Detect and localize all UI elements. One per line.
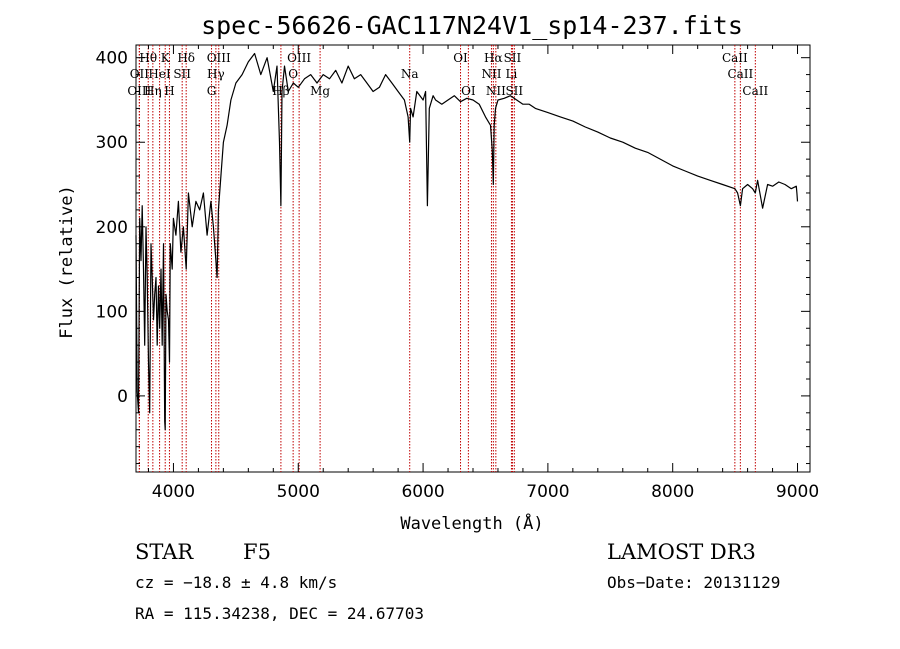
y-tick-label: 0 (117, 387, 128, 407)
coordinates-readout: RA = 115.34238, DEC = 24.67703 (135, 604, 424, 623)
spectrum-line (135, 52, 799, 431)
x-axis-ticks: 4000 5000 6000 7000 8000 9000 (147, 45, 819, 502)
line-label: G (207, 84, 217, 98)
chart-title: spec-56626-GAC117N24V1_sp14-237.fits (201, 11, 743, 40)
line-label: Hγ (207, 67, 225, 81)
x-tick-label: 6000 (401, 482, 444, 502)
obs-date: Obs−Date: 20131129 (607, 573, 780, 592)
y-tick-label: 100 (96, 302, 128, 322)
line-label: H (164, 84, 174, 98)
line-label: Hβ (272, 84, 289, 98)
line-label: O (288, 67, 298, 81)
x-tick-label: 8000 (651, 482, 694, 502)
redshift-readout: cz = −18.8 ± 4.8 km/s (135, 573, 337, 592)
object-class: STAR (135, 540, 194, 564)
line-label: Hα (484, 51, 503, 65)
y-tick-label: 300 (96, 133, 128, 153)
line-label: Hθ (139, 51, 157, 65)
line-label: K (161, 51, 171, 65)
line-label: Mg (310, 84, 330, 98)
survey-name: LAMOST DR3 (607, 540, 756, 564)
line-label: OI (461, 84, 476, 98)
x-tick-label: 9000 (776, 482, 819, 502)
y-tick-label: 200 (96, 218, 128, 238)
line-markers (138, 45, 756, 472)
line-label: Hη (144, 84, 162, 98)
y-axis-ticks: 0 100 200 300 400 (96, 49, 810, 465)
line-label: SII (173, 67, 191, 81)
line-label: Hδ (177, 51, 195, 65)
line-label: HeI (148, 67, 171, 81)
y-tick-label: 400 (96, 49, 128, 69)
line-label: CaII (727, 67, 753, 81)
x-tick-label: 4000 (152, 482, 195, 502)
line-label: NII (486, 84, 506, 98)
line-label: CaII (722, 51, 748, 65)
x-tick-label: 7000 (526, 482, 569, 502)
line-label: Na (401, 67, 419, 81)
line-label: OIII (127, 84, 151, 98)
x-axis-label: Wavelength (Å) (400, 512, 543, 534)
line-label: SII (505, 84, 523, 98)
spectral-subclass: F5 (243, 540, 271, 564)
plot-frame (135, 44, 811, 473)
line-label: OII (130, 67, 150, 81)
y-axis-label: Flux (relative) (57, 185, 77, 339)
line-label: SII (504, 51, 522, 65)
line-label: OIII (287, 51, 311, 65)
line-label: OI (453, 51, 468, 65)
line-label: OIII (207, 51, 231, 65)
line-label: Li (506, 67, 518, 81)
line-label: CaII (742, 84, 768, 98)
x-tick-label: 5000 (277, 482, 320, 502)
line-label: NII (481, 67, 501, 81)
